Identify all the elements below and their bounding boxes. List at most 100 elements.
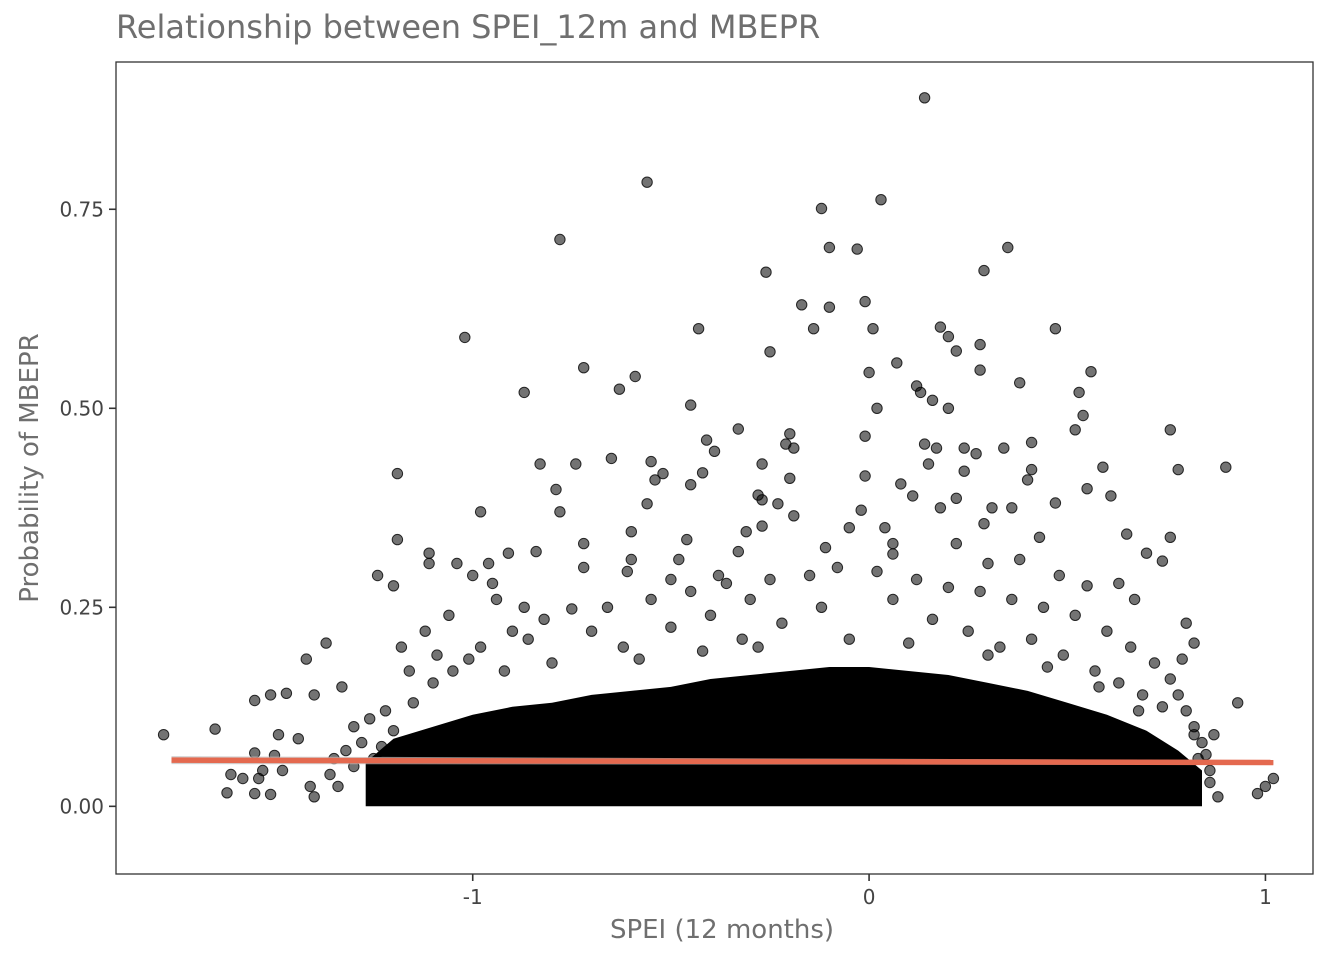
- scatter-point: [625, 526, 637, 538]
- scatter-point: [1148, 657, 1161, 669]
- scatter-point: [613, 383, 626, 395]
- scatter-point: [1164, 531, 1177, 543]
- scatter-point: [1267, 772, 1280, 785]
- scatter-point: [922, 458, 935, 470]
- scatter-point: [871, 565, 883, 578]
- scatter-point: [1113, 677, 1125, 689]
- scatter-point: [934, 321, 947, 333]
- scatter-point: [1251, 787, 1264, 800]
- scatter-point: [641, 176, 653, 188]
- scatter-point: [486, 577, 499, 590]
- scatter-point: [823, 301, 836, 313]
- scatter-point: [649, 474, 661, 486]
- scatter-point: [387, 725, 400, 737]
- scatter-point: [447, 665, 459, 677]
- scatter-point: [978, 518, 990, 530]
- scatter-point: [237, 772, 249, 785]
- scatter-point: [1089, 665, 1101, 677]
- y-tick-label: 0.25: [59, 595, 104, 619]
- scatter-point: [887, 593, 899, 606]
- scatter-point: [942, 581, 955, 594]
- scatter-point: [657, 467, 669, 480]
- scatter-point: [926, 394, 939, 406]
- scatter-point: [823, 241, 836, 254]
- scatter-point: [1208, 729, 1220, 741]
- scatter-point: [1188, 729, 1200, 741]
- scatter-point: [681, 533, 693, 546]
- scatter-point: [1164, 424, 1177, 436]
- scatter-point: [308, 791, 320, 803]
- scatter-point: [978, 264, 990, 277]
- scatter-point: [1125, 641, 1137, 653]
- y-tick-label: 0.75: [59, 197, 104, 221]
- scatter-point: [601, 601, 614, 613]
- scatter-point: [756, 520, 768, 532]
- scatter-point: [732, 423, 744, 435]
- scatter-point: [1156, 701, 1169, 713]
- scatter-point: [1081, 483, 1093, 495]
- x-tick-label: -1: [463, 885, 483, 909]
- scatter-point: [776, 617, 788, 629]
- scatter-point: [617, 641, 629, 653]
- chart-title: Relationship between SPEI_12m and MBEPR: [116, 8, 820, 46]
- scatter-point: [950, 345, 962, 357]
- scatter-point: [502, 547, 515, 559]
- scatter-point: [395, 641, 408, 653]
- scatter-point: [867, 323, 879, 335]
- scatter-point: [566, 603, 578, 615]
- scatter-point: [403, 665, 415, 677]
- scatter-point: [375, 740, 388, 753]
- scatter-point: [819, 541, 832, 554]
- scatter-point: [1025, 436, 1038, 449]
- scatter-point: [788, 442, 800, 454]
- scatter-point: [633, 653, 645, 665]
- scatter-point: [1105, 490, 1117, 502]
- scatter-point: [578, 537, 590, 550]
- scatter-point: [962, 625, 974, 637]
- scatter-point: [253, 772, 265, 785]
- scatter-point: [364, 713, 376, 725]
- scatter-point: [875, 194, 887, 206]
- scatter-point: [958, 465, 970, 477]
- scatter-point: [423, 547, 435, 559]
- scatter-point: [645, 455, 657, 468]
- scatter-point: [926, 613, 939, 625]
- plot-panel-border: [115, 61, 1314, 875]
- scatter-point: [1025, 633, 1038, 645]
- scatter-point: [903, 637, 915, 649]
- scatter-point: [859, 430, 871, 442]
- scatter-point: [815, 601, 828, 613]
- scatter-point: [518, 386, 530, 399]
- scatter-point: [482, 557, 495, 570]
- scatter-point: [463, 653, 475, 665]
- scatter-point: [621, 565, 633, 578]
- scatter-point: [249, 694, 261, 707]
- scatter-point: [772, 498, 784, 510]
- scatter-point: [1053, 569, 1066, 582]
- scatter-point: [629, 370, 641, 383]
- scatter-point: [1132, 705, 1145, 717]
- scatter-point: [1021, 474, 1034, 486]
- scatter-point: [1097, 461, 1109, 473]
- scatter-point: [784, 472, 796, 484]
- scatter-point: [641, 498, 653, 510]
- scatter-point: [863, 366, 875, 379]
- scatter-point: [918, 438, 931, 450]
- x-axis: -1 0 1: [463, 874, 1272, 909]
- scatter-point: [1037, 601, 1050, 613]
- scatter-point: [918, 92, 931, 104]
- scatter-point: [340, 744, 352, 757]
- scatter-point: [1121, 528, 1133, 540]
- scatter-point: [1093, 681, 1105, 693]
- scatter-point: [276, 764, 289, 777]
- scatter-point: [474, 641, 487, 653]
- dense-point-cloud: [365, 667, 1202, 807]
- scatter-point: [1025, 463, 1038, 476]
- scatter-point: [685, 399, 697, 411]
- scatter-point: [887, 548, 899, 560]
- scatter-point: [585, 625, 598, 637]
- scatter-point: [292, 733, 304, 745]
- scatter-point: [1113, 577, 1125, 590]
- scatter-point: [704, 609, 717, 621]
- scatter-point: [550, 483, 562, 496]
